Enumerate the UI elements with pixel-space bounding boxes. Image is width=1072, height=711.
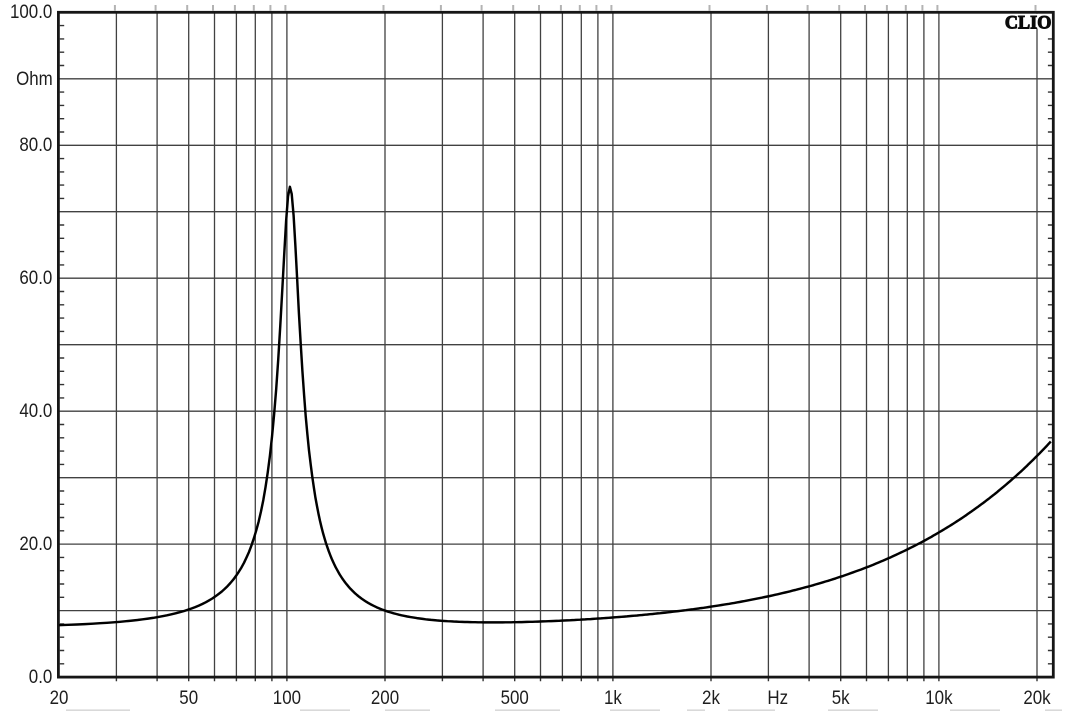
svg-text:50: 50	[179, 688, 198, 709]
svg-text:2k: 2k	[702, 688, 720, 709]
svg-text:100: 100	[273, 688, 301, 709]
svg-text:20k: 20k	[1023, 688, 1051, 709]
svg-text:CLIO: CLIO	[1005, 12, 1052, 33]
svg-text:200: 200	[371, 688, 399, 709]
svg-text:Ohm: Ohm	[16, 69, 53, 90]
svg-text:10k: 10k	[925, 688, 953, 709]
svg-text:80.0: 80.0	[19, 135, 52, 156]
svg-text:5k: 5k	[832, 688, 850, 709]
svg-text:60.0: 60.0	[19, 268, 52, 289]
svg-text:100.0: 100.0	[10, 2, 52, 23]
svg-text:20: 20	[50, 688, 69, 709]
svg-text:40.0: 40.0	[19, 401, 52, 422]
svg-text:1k: 1k	[604, 688, 622, 709]
svg-text:500: 500	[501, 688, 529, 709]
svg-text:20.0: 20.0	[19, 534, 52, 555]
svg-text:Hz: Hz	[767, 688, 788, 709]
svg-text:0.0: 0.0	[29, 667, 53, 688]
